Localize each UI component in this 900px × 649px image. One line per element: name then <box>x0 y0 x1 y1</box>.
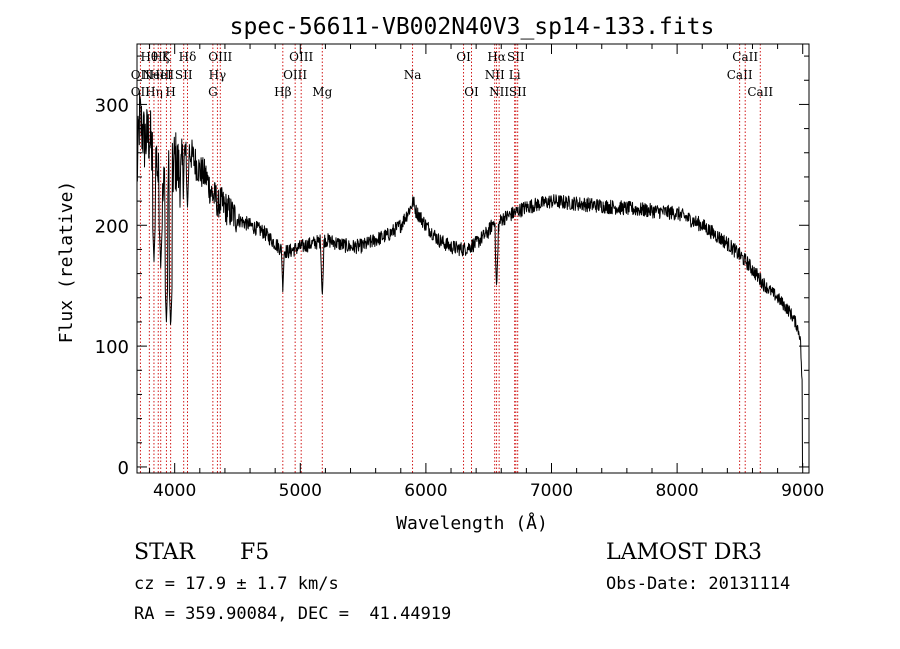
y-tick-label: 200 <box>95 216 129 237</box>
marker-label: SII <box>507 50 525 64</box>
plot-frame <box>136 43 810 474</box>
marker-label: H <box>165 85 175 99</box>
marker-label: Na <box>404 68 422 82</box>
marker-label: HeI <box>150 68 173 82</box>
marker-label: Hδ <box>179 50 197 64</box>
marker-label: Mg <box>312 85 332 99</box>
marker-label: OIII <box>289 50 313 64</box>
y-axis: 0 100 200 300 <box>95 55 809 479</box>
marker-label: OIII <box>283 68 307 82</box>
marker-label: Hβ <box>274 85 291 99</box>
x-tick-label: 8000 <box>655 481 698 501</box>
marker-label: OII <box>131 68 151 82</box>
survey-name: LAMOST DR3 <box>606 540 762 565</box>
spectrum-line <box>136 90 803 468</box>
marker-label: G <box>208 85 218 99</box>
marker-label: NII <box>489 85 509 99</box>
marker-label: SII <box>509 85 527 99</box>
coordinates: RA = 359.90084, DEC = 41.44919 <box>134 604 452 624</box>
x-tick-label: 4000 <box>153 481 196 501</box>
object-class: STAR <box>134 540 195 565</box>
marker-label: OI <box>456 50 471 64</box>
x-axis-label: Wavelength (Å) <box>396 512 548 534</box>
y-tick-label: 300 <box>95 95 129 116</box>
marker-label: CaII <box>732 50 758 64</box>
marker-label: Li <box>509 68 521 82</box>
x-tick-label: 9000 <box>781 481 824 501</box>
y-tick-label: 100 <box>95 337 129 358</box>
redshift-value: cz = 17.9 ± 1.7 km/s <box>134 574 339 594</box>
marker-label: Hα <box>487 50 506 64</box>
marker-label: Hγ <box>209 68 227 82</box>
x-tick-label: 5000 <box>279 481 322 501</box>
observation-date: Obs-Date: 20131114 <box>606 574 791 594</box>
marker-label: OIII <box>208 50 232 64</box>
marker-label: Hζ <box>152 50 169 64</box>
marker-label: CaII <box>747 85 773 99</box>
y-tick-label: 0 <box>118 458 129 479</box>
object-subclass: F5 <box>240 540 270 565</box>
marker-label: Hη <box>145 85 163 99</box>
spectrum-group <box>136 90 803 468</box>
marker-label: NeIII <box>142 68 174 82</box>
marker-label: NII <box>485 68 505 82</box>
chart-title: spec-56611-VB002N40V3_sp14-133.fits <box>230 14 715 40</box>
x-tick-label: 6000 <box>404 481 447 501</box>
marker-label: OI <box>464 85 479 99</box>
marker-label: CaII <box>727 68 753 82</box>
line-markers: OIIOIIHθHηNeIIIHζHeIKHSIIHδGHγOIIIHβOIII… <box>131 44 773 473</box>
x-axis: 4000 5000 6000 7000 8000 9000 <box>149 44 824 501</box>
y-axis-label: Flux (relative) <box>56 181 77 344</box>
marker-label: SII <box>175 68 193 82</box>
x-tick-label: 7000 <box>530 481 573 501</box>
marker-label: Hθ <box>140 50 158 64</box>
marker-label: K <box>162 50 172 64</box>
marker-label: OII <box>131 85 151 99</box>
